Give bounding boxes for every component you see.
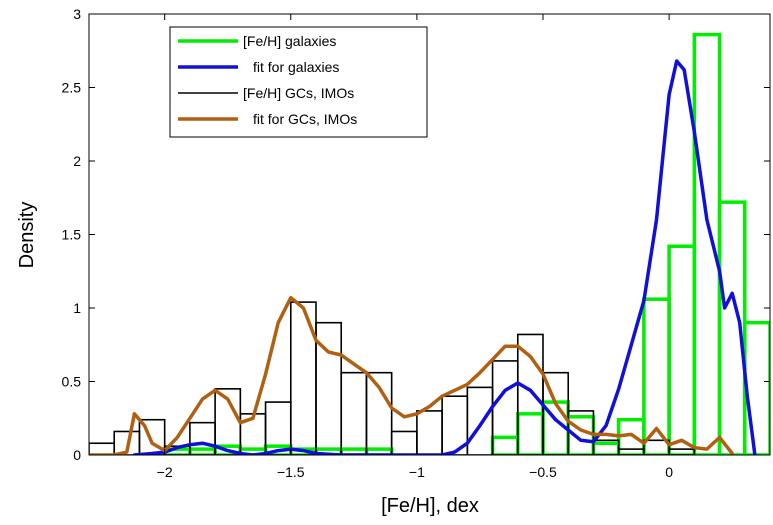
legend-entry-label: [Fe/H] GCs, IMOs	[243, 85, 354, 101]
axis-ticks: −2 −1.5 −1 −0.5 0 0 0.5 1 1.5 2 2.5 3	[62, 6, 770, 480]
x-tick-label: −1.5	[277, 464, 305, 480]
series-group	[89, 32, 770, 455]
y-tick-label: 2.5	[62, 80, 82, 96]
x-tick-label: −1	[409, 464, 425, 480]
y-tick-label: 3	[73, 6, 81, 22]
y-tick-label: 0	[73, 447, 81, 463]
x-tick-label: 0	[665, 464, 673, 480]
y-tick-label: 0.5	[62, 374, 82, 390]
x-tick-label: −0.5	[529, 464, 557, 480]
legend: [Fe/H] galaxies fit for galaxies [Fe/H] GC…	[169, 26, 428, 138]
y-axis-title: Density	[16, 202, 38, 269]
legend-entry-label: [Fe/H] galaxies	[243, 33, 336, 49]
x-axis-title: [Fe/H], dex	[381, 495, 479, 517]
x-tick-label: −2	[157, 464, 173, 480]
series-1-line	[132, 59, 757, 455]
series-3-line	[89, 295, 734, 455]
legend-entry-label: fit for GCs, IMOs	[253, 111, 357, 127]
y-tick-label: 1	[73, 300, 81, 316]
legend-entry-label: fit for galaxies	[253, 59, 339, 75]
plot-area	[89, 32, 770, 455]
y-tick-label: 2	[73, 153, 81, 169]
histogram-bar	[138, 418, 166, 455]
y-tick-label: 1.5	[62, 227, 82, 243]
